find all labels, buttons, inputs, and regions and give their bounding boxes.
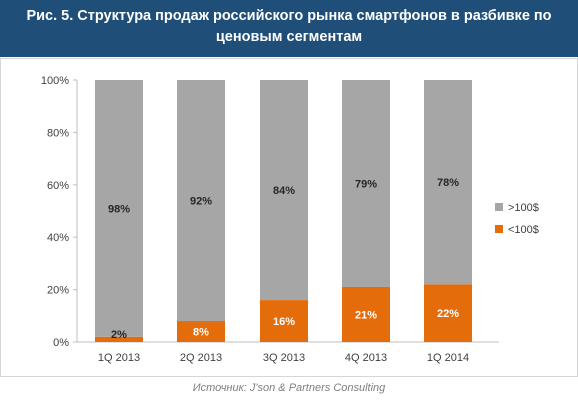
- data-label-under-100: 21%: [355, 309, 377, 321]
- legend-swatch: [495, 225, 503, 233]
- data-label-under-100: 16%: [273, 316, 295, 328]
- title-bar: Рис. 5. Структура продаж российского рын…: [0, 0, 578, 57]
- legend-swatch: [495, 203, 503, 211]
- legend-label: >100$: [508, 202, 539, 214]
- bar-segment-over-100: [95, 80, 143, 337]
- x-category-label: 1Q 2014: [427, 352, 469, 364]
- data-label-over-100: 79%: [355, 178, 377, 190]
- bar-segment-over-100: [342, 80, 390, 287]
- data-label-over-100: 98%: [108, 203, 130, 215]
- data-label-over-100: 92%: [190, 196, 212, 208]
- legend-label: <100$: [508, 224, 539, 236]
- y-tick-label: 80%: [47, 127, 69, 139]
- bar-segment-over-100: [260, 80, 308, 301]
- bar-segment-over-100: [424, 80, 472, 285]
- x-category-label: 3Q 2013: [263, 352, 305, 364]
- x-category-label: 1Q 2013: [98, 352, 140, 364]
- stacked-bar-chart: 0% 20% 40% 60% 80% 100% 2% 98% 1Q 2013 8% 92% 2Q 20…: [41, 75, 539, 364]
- bar-segment-under-100: [424, 284, 472, 342]
- source-note: Источник: J'son & Partners Consulting: [192, 382, 386, 394]
- chart-title: Рис. 5. Структура продаж российского рын…: [26, 8, 552, 45]
- data-label-over-100: 84%: [273, 185, 295, 197]
- y-tick-label: 0%: [53, 337, 69, 349]
- data-label-under-100: 2%: [111, 329, 127, 341]
- data-label-over-100: 78%: [437, 177, 459, 189]
- y-tick-label: 20%: [47, 285, 69, 297]
- bar-segment-over-100: [177, 80, 225, 322]
- data-label-under-100: 8%: [193, 327, 209, 339]
- bar-segment-under-100: [95, 336, 143, 342]
- y-tick-label: 40%: [47, 232, 69, 244]
- data-label-under-100: 22%: [437, 308, 459, 320]
- y-tick-label: 60%: [47, 180, 69, 192]
- y-tick-label: 100%: [41, 75, 69, 87]
- chart-frame: 0% 20% 40% 60% 80% 100% 2% 98% 1Q 2013 8% 92% 2Q 20…: [0, 58, 578, 377]
- bar-segment-under-100: [260, 300, 308, 342]
- bar-segment-under-100: [342, 286, 390, 342]
- x-category-label: 4Q 2013: [345, 352, 387, 364]
- bar-segment-under-100: [177, 321, 225, 342]
- x-category-label: 2Q 2013: [180, 352, 222, 364]
